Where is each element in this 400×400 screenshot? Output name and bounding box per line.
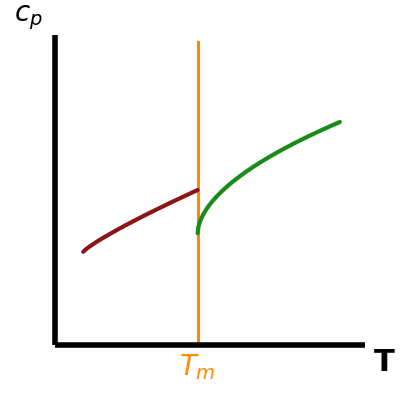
- Text: $T_m$: $T_m$: [179, 352, 216, 382]
- Text: $c_p$: $c_p$: [14, 4, 43, 32]
- Text: T: T: [374, 348, 394, 377]
